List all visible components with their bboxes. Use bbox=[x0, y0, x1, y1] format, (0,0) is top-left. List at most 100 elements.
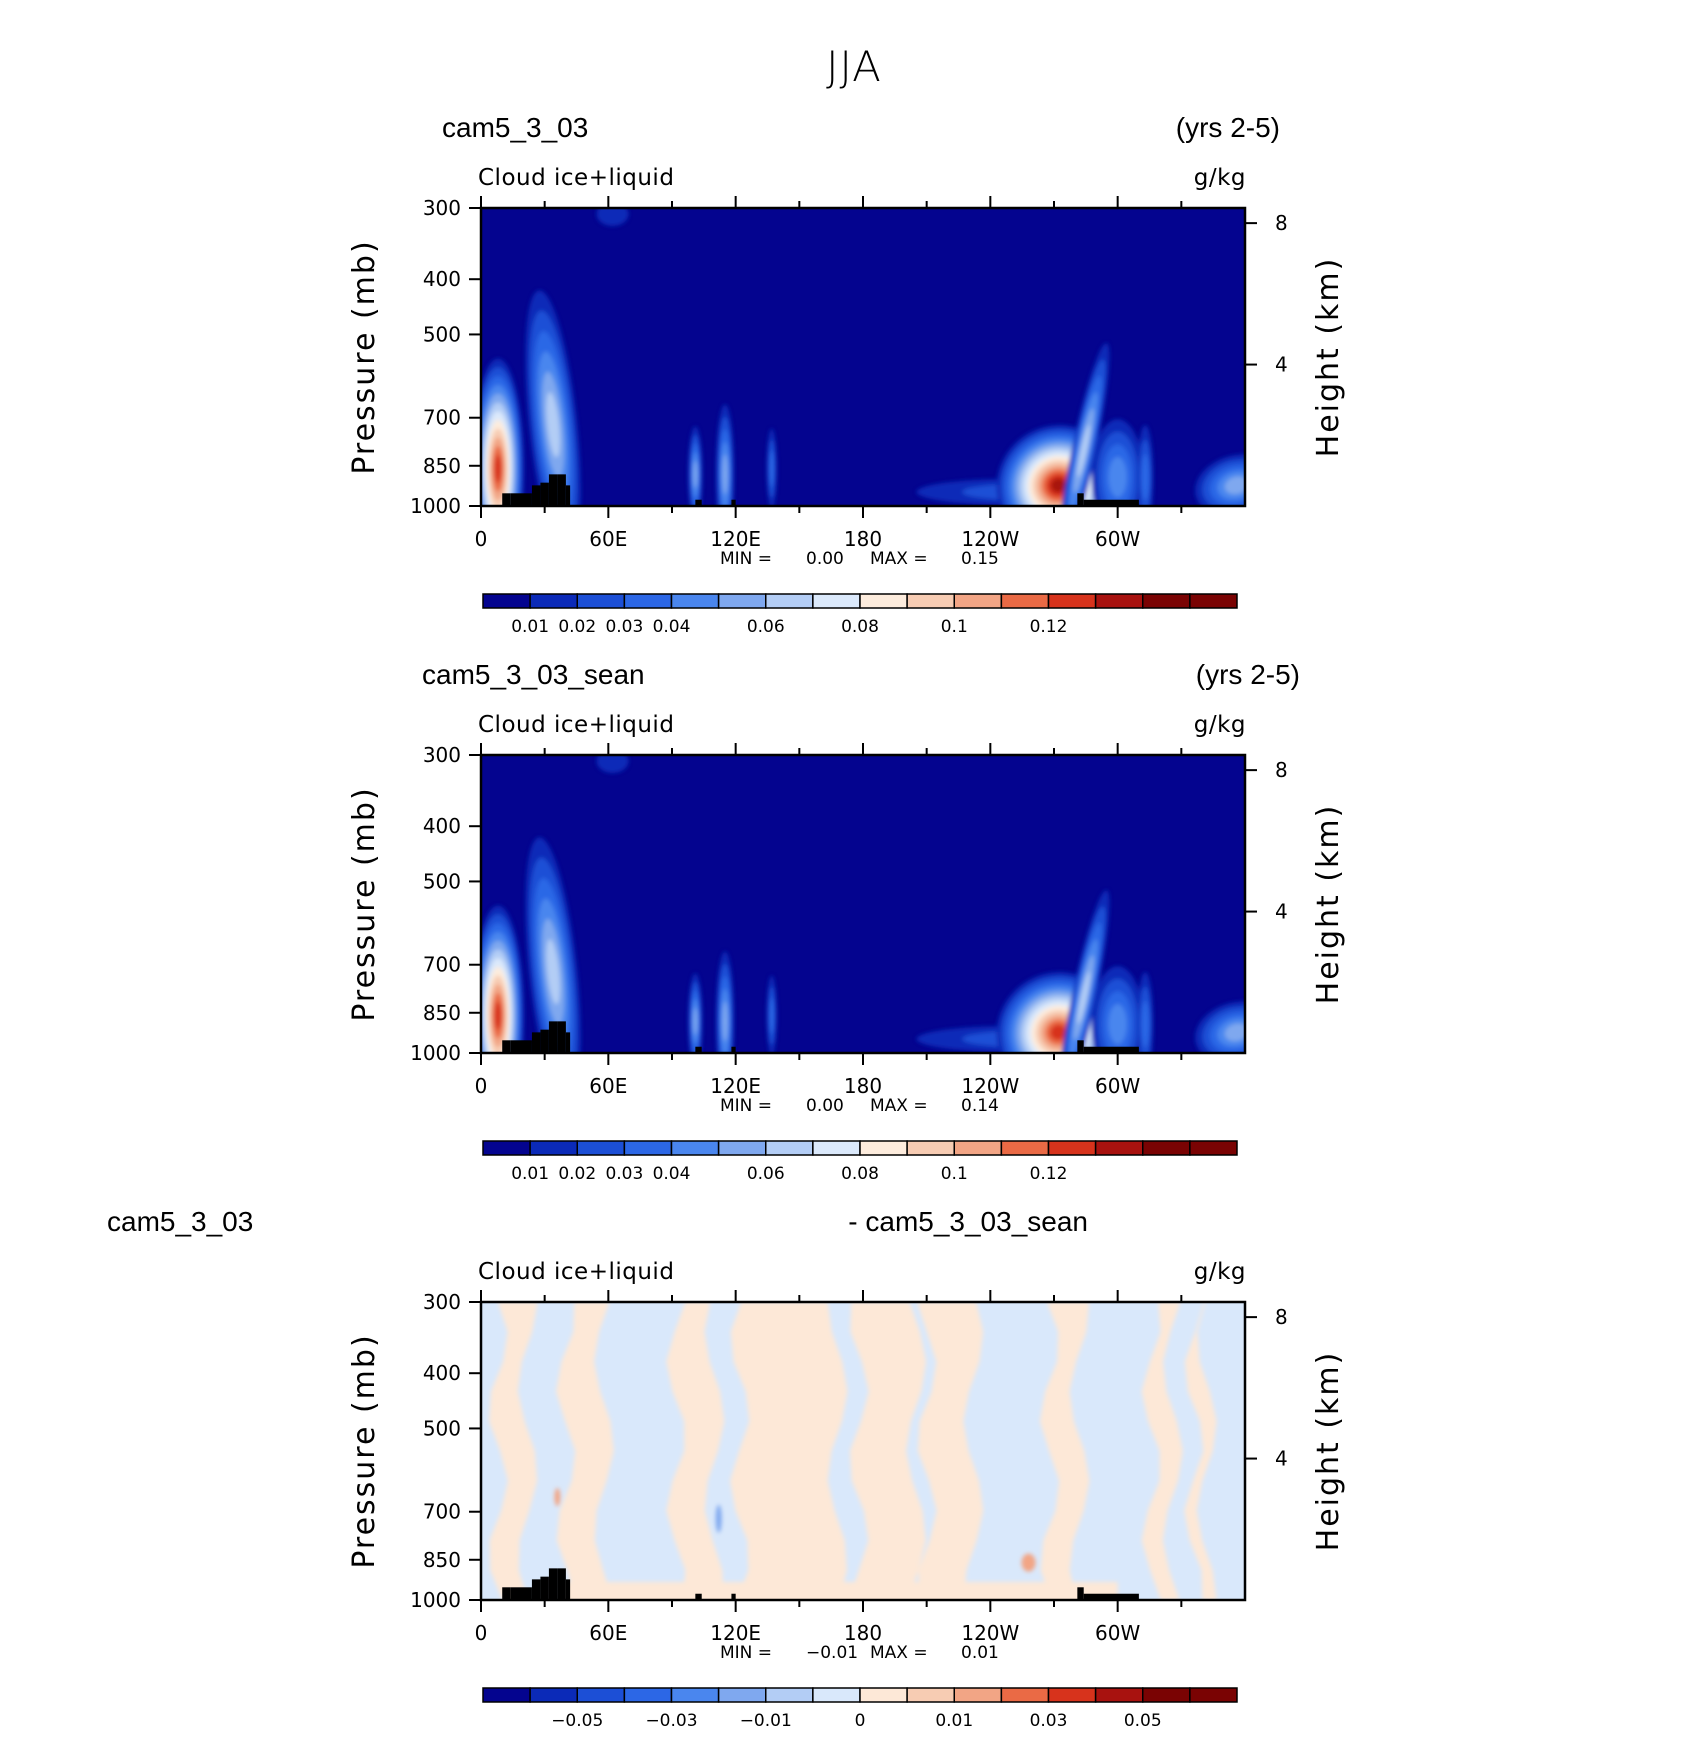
topography bbox=[1083, 499, 1139, 506]
topography bbox=[1083, 1046, 1139, 1053]
y-tick-label: 700 bbox=[423, 1500, 461, 1524]
max-value: 0.01 bbox=[961, 1643, 999, 1663]
colorbar-label: 0.1 bbox=[941, 1164, 968, 1184]
plume-100e-level bbox=[693, 460, 698, 489]
colorbar-box bbox=[1094, 1140, 1144, 1156]
negative-anomaly-min bbox=[715, 1504, 722, 1533]
topography bbox=[548, 474, 558, 506]
positive-anomaly-band bbox=[1141, 1302, 1183, 1600]
case-title-left: cam5_3_03_sean bbox=[422, 659, 645, 690]
plume-140e-level bbox=[769, 450, 774, 487]
y-tick-label: 1000 bbox=[410, 1588, 461, 1612]
colorbar-label: 0.06 bbox=[747, 1164, 785, 1184]
colorbar-box bbox=[1000, 1140, 1050, 1156]
topography bbox=[1083, 1593, 1139, 1600]
colorbar-box bbox=[529, 1140, 578, 1156]
plume-atlantic-level bbox=[1224, 476, 1245, 495]
y-tick-label: 700 bbox=[423, 406, 461, 430]
colorbar-box bbox=[812, 1687, 861, 1703]
min-label: MIN = bbox=[720, 1096, 772, 1116]
colorbar-box bbox=[1047, 1140, 1097, 1156]
colorbar-box bbox=[529, 593, 578, 609]
topography bbox=[548, 1568, 558, 1600]
colorbar-label: 0.12 bbox=[1030, 1164, 1068, 1184]
colorbar-box bbox=[953, 1687, 1003, 1703]
colorbar-box bbox=[1047, 593, 1097, 609]
positive-anomaly-band bbox=[917, 1302, 984, 1600]
colorbar-label: −0.01 bbox=[740, 1711, 792, 1731]
y-tick-label: 850 bbox=[423, 454, 461, 478]
colorbar-label: 0.04 bbox=[653, 617, 691, 637]
colorbar-label: 0.01 bbox=[935, 1711, 973, 1731]
min-value: 0.00 bbox=[806, 549, 844, 569]
plume-10e bbox=[481, 358, 524, 506]
y2-tick-label: 4 bbox=[1275, 900, 1288, 924]
topography bbox=[731, 1593, 736, 1600]
min-value: 0.00 bbox=[806, 1096, 844, 1116]
topography bbox=[565, 485, 571, 506]
positive-anomaly-band bbox=[730, 1302, 848, 1600]
field-label: Cloud ice+liquid bbox=[478, 712, 674, 738]
colorbar-box bbox=[765, 593, 814, 609]
colorbar-label: 0.06 bbox=[747, 617, 785, 637]
panel-cam5-3-03-sean: cam5_3_03_sean (yrs 2-5) 0 60E 120E 180 120W 60… bbox=[347, 659, 1346, 1184]
min-label: MIN = bbox=[720, 1643, 772, 1663]
colorbar-box bbox=[623, 1687, 673, 1703]
x-tick-label: 120W bbox=[961, 1074, 1019, 1098]
colorbar-label: 0.05 bbox=[1124, 1711, 1162, 1731]
y-tick-label: 1000 bbox=[410, 494, 461, 518]
y-axis-label: Pressure (mb) bbox=[347, 239, 382, 474]
x-tick-label: 0 bbox=[475, 1074, 488, 1098]
max-label: MAX = bbox=[870, 549, 928, 569]
plume-andes-tall-level bbox=[1077, 971, 1090, 1024]
colorbar: 0.01 0.02 0.03 0.04 0.06 0.08 0.1 0.12 bbox=[482, 593, 1238, 637]
colorbar-box bbox=[1000, 593, 1050, 609]
topography bbox=[502, 1587, 511, 1600]
topography bbox=[540, 1029, 549, 1053]
y2-tick-label: 8 bbox=[1275, 758, 1288, 782]
y-tick-label: 400 bbox=[423, 267, 461, 291]
min-label: MIN = bbox=[720, 549, 772, 569]
x-tick-label: 180 bbox=[844, 527, 882, 551]
colorbar-box bbox=[859, 1687, 908, 1703]
colorbar-label: 0.08 bbox=[841, 1164, 879, 1184]
y2-axis-label: Height (km) bbox=[1311, 257, 1346, 458]
colorbar-box bbox=[670, 1140, 720, 1156]
plume-andes-tall-level bbox=[1077, 424, 1090, 477]
colorbar-box bbox=[529, 1687, 578, 1703]
units-label: g/kg bbox=[1194, 1259, 1246, 1285]
positive-anomaly-band bbox=[556, 1302, 614, 1600]
field-contours bbox=[481, 208, 1245, 506]
plume-30e-level bbox=[546, 939, 560, 1005]
colorbar-label: 0.03 bbox=[605, 617, 643, 637]
topography bbox=[565, 1579, 571, 1600]
x-tick-label: 60W bbox=[1095, 1621, 1140, 1645]
colorbar-box bbox=[1000, 1687, 1050, 1703]
case-title-left: cam5_3_03 bbox=[107, 1206, 253, 1237]
colorbar-box bbox=[953, 593, 1003, 609]
colorbar-box bbox=[812, 593, 861, 609]
colorbar-label: 0.02 bbox=[558, 617, 596, 637]
plume-115e bbox=[716, 404, 735, 506]
topography bbox=[695, 1046, 702, 1053]
plume-45w-level bbox=[1141, 454, 1149, 501]
max-label: MAX = bbox=[870, 1643, 928, 1663]
case-title-right: (yrs 2-5) bbox=[1176, 112, 1280, 143]
colorbar-label: 0.01 bbox=[511, 617, 549, 637]
colorbar-box bbox=[765, 1687, 814, 1703]
y-tick-label: 400 bbox=[423, 1361, 461, 1385]
case-title-right: - cam5_3_03_sean bbox=[848, 1206, 1088, 1237]
upper-wisp bbox=[596, 208, 629, 226]
y2-axis-label: Height (km) bbox=[1311, 804, 1346, 1005]
colorbar-box bbox=[576, 593, 626, 609]
positive-anomaly-band bbox=[565, 1582, 1118, 1600]
x-tick-label: 60W bbox=[1095, 1074, 1140, 1098]
colorbar-label: −0.05 bbox=[551, 1711, 603, 1731]
plume-100e bbox=[688, 426, 703, 506]
plume-100e bbox=[688, 973, 703, 1053]
topography bbox=[695, 1593, 702, 1600]
plume-140e bbox=[766, 975, 777, 1053]
topography bbox=[557, 1021, 566, 1053]
topography bbox=[557, 1568, 566, 1600]
colorbar-label: 0.04 bbox=[653, 1164, 691, 1184]
